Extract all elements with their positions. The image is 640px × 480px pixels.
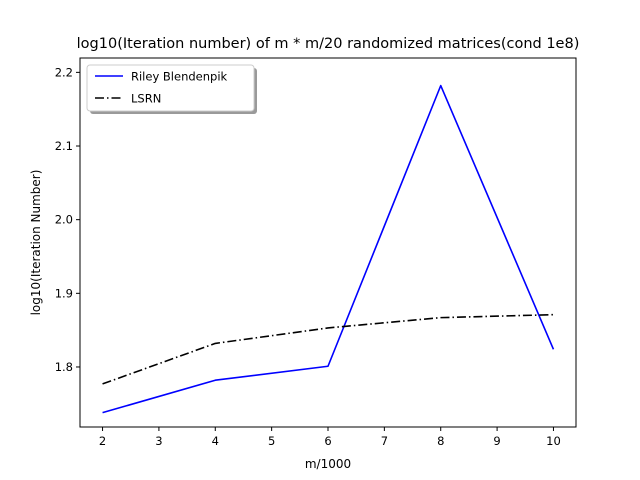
series-layer xyxy=(102,84,555,414)
x-tick-label: 5 xyxy=(268,434,275,448)
legend-label-lsrn: LSRN xyxy=(131,92,161,106)
series-line-riley-blendenpik xyxy=(102,84,555,414)
chart-title: log10(Iteration number) of m * m/20 rand… xyxy=(77,36,580,52)
series-line-lsrn xyxy=(102,313,554,385)
x-axis-label: m/1000 xyxy=(305,457,351,471)
axes-frame xyxy=(79,57,577,428)
x-tick-label: 6 xyxy=(324,434,331,448)
x-tick-label: 10 xyxy=(546,434,561,448)
y-tick-label: 2.0 xyxy=(55,213,73,227)
y-tick-label: 2.1 xyxy=(55,139,73,153)
legend: Riley Blendenpik LSRN xyxy=(86,64,257,114)
legend-label-riley-blendenpik: Riley Blendenpik xyxy=(131,70,228,84)
y-tick-label: 2.2 xyxy=(55,65,73,79)
x-tick-label: 7 xyxy=(381,434,388,448)
y-tick-label: 1.8 xyxy=(55,360,73,374)
y-axis-label: log10(Iteration Number) xyxy=(29,170,43,316)
axis-ticks: 2 3 4 5 6 7 8 9 10 1.8 1.9 2.0 2.1 2.2 xyxy=(55,65,561,448)
y-tick-label: 1.9 xyxy=(55,286,73,300)
x-tick-label: 9 xyxy=(493,434,500,448)
x-tick-label: 2 xyxy=(99,434,106,448)
x-tick-label: 3 xyxy=(155,434,162,448)
x-tick-label: 4 xyxy=(212,434,219,448)
x-tick-label: 8 xyxy=(437,434,444,448)
legend-box xyxy=(86,64,255,112)
plot-area: 2 3 4 5 6 7 8 9 10 1.8 1.9 2.0 2.1 2.2 xyxy=(55,57,577,448)
